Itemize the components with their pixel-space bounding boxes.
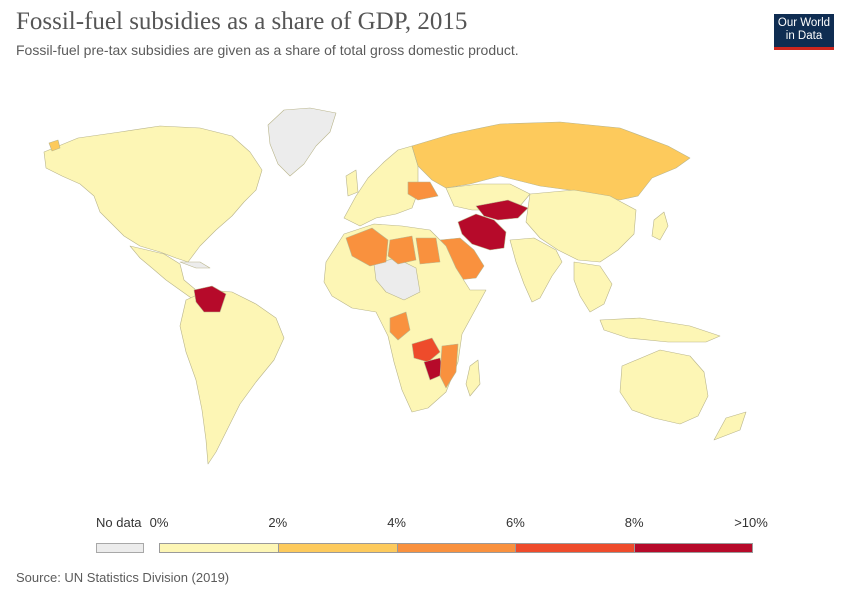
country-ukraine[interactable]: [407, 181, 439, 201]
logo-line-2: in Data: [785, 30, 823, 42]
country-zambia[interactable]: [411, 337, 441, 363]
chart-subtitle: Fossil-fuel pre-tax subsidies are given …: [16, 42, 519, 58]
country-greenland[interactable]: [267, 107, 337, 177]
legend-tick-label: >10%: [734, 515, 768, 530]
country-new-zealand[interactable]: [713, 411, 747, 441]
logo-line-1: Our World: [777, 17, 831, 29]
country-uk[interactable]: [345, 169, 359, 197]
country-mozambique[interactable]: [439, 343, 459, 389]
legend-bin-4[interactable]: [634, 543, 753, 553]
legend-tick-label: 4%: [387, 515, 406, 530]
country-south-america[interactable]: [179, 289, 285, 465]
country-indonesia[interactable]: [599, 317, 721, 343]
country-north-america[interactable]: [43, 125, 263, 263]
legend-tick-label: 6%: [505, 515, 525, 530]
country-southeast-asia[interactable]: [573, 261, 613, 313]
owid-logo[interactable]: Our World in Data: [774, 14, 834, 50]
country-libya[interactable]: [387, 235, 417, 265]
country-turkmenistan[interactable]: [475, 199, 529, 221]
country-japan[interactable]: [651, 211, 669, 241]
country-egypt[interactable]: [415, 237, 441, 265]
legend-bin-1[interactable]: [277, 543, 397, 553]
chart-title: Fossil-fuel subsidies as a share of GDP,…: [16, 8, 468, 35]
country-china[interactable]: [525, 189, 637, 263]
legend-no-data-label: No data: [96, 515, 142, 530]
country-india[interactable]: [509, 237, 563, 303]
legend-tick-label: 0%: [149, 515, 169, 530]
legend-no-data-swatch: [96, 543, 144, 553]
legend-bin-3[interactable]: [515, 543, 635, 553]
legend-tick-label: 2%: [268, 515, 288, 530]
country-iran[interactable]: [457, 213, 507, 251]
country-alaska-marker[interactable]: [48, 139, 61, 152]
legend-bin-2[interactable]: [396, 543, 516, 553]
country-madagascar[interactable]: [465, 359, 481, 397]
legend-tick-label: 8%: [624, 515, 644, 530]
country-algeria[interactable]: [345, 227, 389, 267]
country-cuba[interactable]: [179, 261, 211, 269]
legend-bin-0[interactable]: [159, 543, 278, 553]
country-australia[interactable]: [619, 349, 709, 425]
source-note[interactable]: Source: UN Statistics Division (2019): [16, 570, 230, 585]
country-venezuela[interactable]: [193, 285, 227, 313]
country-angola[interactable]: [389, 311, 411, 341]
world-map[interactable]: [0, 78, 850, 498]
